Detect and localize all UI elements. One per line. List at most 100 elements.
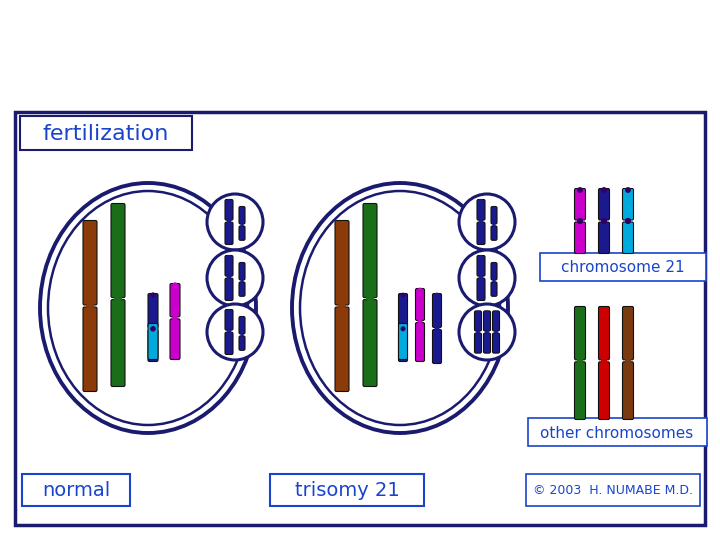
Circle shape xyxy=(626,359,631,363)
FancyBboxPatch shape xyxy=(623,188,634,220)
FancyBboxPatch shape xyxy=(398,294,408,328)
Circle shape xyxy=(480,255,482,258)
FancyBboxPatch shape xyxy=(415,288,425,321)
Circle shape xyxy=(480,220,482,222)
FancyBboxPatch shape xyxy=(111,204,125,298)
Ellipse shape xyxy=(292,183,508,433)
Circle shape xyxy=(114,295,121,302)
Circle shape xyxy=(151,327,155,331)
Circle shape xyxy=(602,188,606,192)
FancyBboxPatch shape xyxy=(491,262,497,280)
FancyBboxPatch shape xyxy=(148,330,158,361)
Circle shape xyxy=(228,255,230,258)
FancyBboxPatch shape xyxy=(398,330,408,361)
Text: fertilization: fertilization xyxy=(42,124,169,144)
Circle shape xyxy=(228,200,230,202)
FancyBboxPatch shape xyxy=(477,278,485,300)
Circle shape xyxy=(486,331,488,333)
FancyBboxPatch shape xyxy=(225,309,233,330)
Circle shape xyxy=(207,194,263,250)
Circle shape xyxy=(495,331,498,333)
FancyBboxPatch shape xyxy=(433,294,441,327)
Circle shape xyxy=(418,320,422,323)
FancyBboxPatch shape xyxy=(598,188,610,220)
Circle shape xyxy=(493,263,495,265)
FancyBboxPatch shape xyxy=(398,323,408,360)
FancyBboxPatch shape xyxy=(474,311,482,331)
Circle shape xyxy=(577,188,582,192)
Circle shape xyxy=(577,359,582,363)
Circle shape xyxy=(435,327,438,330)
Circle shape xyxy=(401,293,405,296)
FancyBboxPatch shape xyxy=(363,300,377,387)
FancyBboxPatch shape xyxy=(477,222,485,245)
FancyBboxPatch shape xyxy=(575,362,585,420)
Circle shape xyxy=(228,329,230,333)
Ellipse shape xyxy=(48,191,248,425)
Circle shape xyxy=(241,334,243,336)
Circle shape xyxy=(477,311,479,314)
FancyBboxPatch shape xyxy=(363,204,377,298)
FancyBboxPatch shape xyxy=(528,418,707,446)
FancyBboxPatch shape xyxy=(170,284,180,317)
Circle shape xyxy=(493,280,495,282)
FancyBboxPatch shape xyxy=(491,282,497,296)
FancyBboxPatch shape xyxy=(477,199,485,220)
FancyBboxPatch shape xyxy=(239,282,245,296)
FancyBboxPatch shape xyxy=(623,362,634,420)
FancyBboxPatch shape xyxy=(148,294,158,328)
Ellipse shape xyxy=(40,183,256,433)
FancyBboxPatch shape xyxy=(335,220,349,305)
FancyBboxPatch shape xyxy=(575,307,585,360)
Circle shape xyxy=(241,263,243,265)
FancyBboxPatch shape xyxy=(239,206,245,224)
FancyBboxPatch shape xyxy=(492,333,500,353)
Circle shape xyxy=(602,219,606,224)
Circle shape xyxy=(241,207,243,209)
Circle shape xyxy=(602,359,606,363)
Circle shape xyxy=(173,283,177,287)
FancyBboxPatch shape xyxy=(111,300,125,387)
FancyBboxPatch shape xyxy=(239,226,245,240)
Circle shape xyxy=(495,311,497,314)
Circle shape xyxy=(493,224,495,226)
Circle shape xyxy=(241,280,243,282)
Circle shape xyxy=(366,295,373,302)
FancyBboxPatch shape xyxy=(540,253,706,281)
Text: other chromosomes: other chromosomes xyxy=(541,426,693,441)
FancyBboxPatch shape xyxy=(575,188,585,220)
Circle shape xyxy=(577,219,582,224)
FancyBboxPatch shape xyxy=(623,307,634,360)
FancyBboxPatch shape xyxy=(239,262,245,280)
Circle shape xyxy=(459,304,515,360)
FancyBboxPatch shape xyxy=(491,206,497,224)
FancyBboxPatch shape xyxy=(225,332,233,354)
FancyBboxPatch shape xyxy=(335,307,349,392)
FancyBboxPatch shape xyxy=(415,322,425,361)
Circle shape xyxy=(480,275,482,279)
FancyBboxPatch shape xyxy=(83,307,97,392)
FancyBboxPatch shape xyxy=(477,255,485,276)
FancyBboxPatch shape xyxy=(239,336,245,350)
FancyBboxPatch shape xyxy=(83,220,97,305)
FancyBboxPatch shape xyxy=(433,329,441,363)
Circle shape xyxy=(338,303,346,309)
FancyBboxPatch shape xyxy=(22,474,130,506)
FancyBboxPatch shape xyxy=(474,333,482,353)
FancyBboxPatch shape xyxy=(526,474,700,506)
FancyBboxPatch shape xyxy=(484,311,490,331)
FancyBboxPatch shape xyxy=(598,362,610,420)
Circle shape xyxy=(626,188,630,192)
Circle shape xyxy=(493,207,495,209)
Circle shape xyxy=(151,293,155,297)
FancyBboxPatch shape xyxy=(225,255,233,276)
Circle shape xyxy=(459,250,515,306)
FancyBboxPatch shape xyxy=(623,222,634,253)
FancyBboxPatch shape xyxy=(170,319,180,360)
FancyBboxPatch shape xyxy=(598,307,610,360)
Circle shape xyxy=(173,316,177,320)
Circle shape xyxy=(207,250,263,306)
Text: normal: normal xyxy=(42,482,110,501)
FancyBboxPatch shape xyxy=(598,222,610,253)
FancyBboxPatch shape xyxy=(225,278,233,300)
